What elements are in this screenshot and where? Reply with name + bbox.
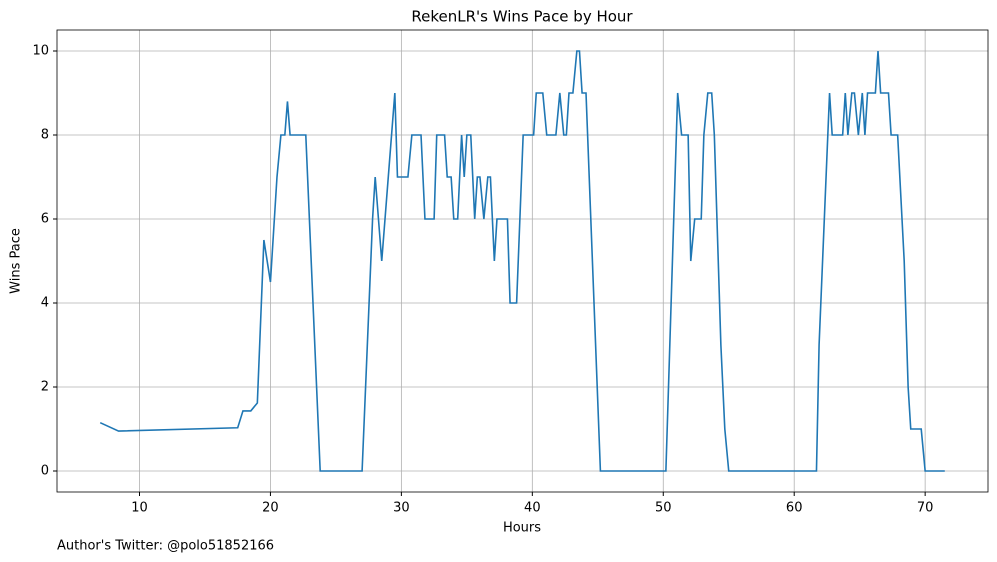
x-tick-label: 10 <box>131 501 148 516</box>
y-tick-label: 10 <box>32 44 49 59</box>
x-tick-label: 50 <box>655 501 672 516</box>
plot-frame <box>56 29 989 493</box>
y-tick-label: 8 <box>41 128 49 143</box>
x-tick-label: 30 <box>393 501 410 516</box>
y-tick-label: 6 <box>41 212 49 227</box>
y-tick-label: 0 <box>41 464 49 479</box>
x-tick-label: 60 <box>786 501 803 516</box>
y-axis-label: Wins Pace <box>9 228 24 294</box>
x-tick-label: 40 <box>524 501 541 516</box>
footer: Author's Twitter: @polo51852166 <box>57 539 274 554</box>
y-tick-label: 4 <box>41 296 49 311</box>
x-axis-label: Hours <box>503 521 541 536</box>
data-line <box>99 50 945 472</box>
x-tick-label: 70 <box>917 501 934 516</box>
y-tick-label: 2 <box>41 380 49 395</box>
chart-title: RekenLR's Wins Pace by Hour <box>411 8 633 26</box>
x-tick-label: 20 <box>262 501 279 516</box>
